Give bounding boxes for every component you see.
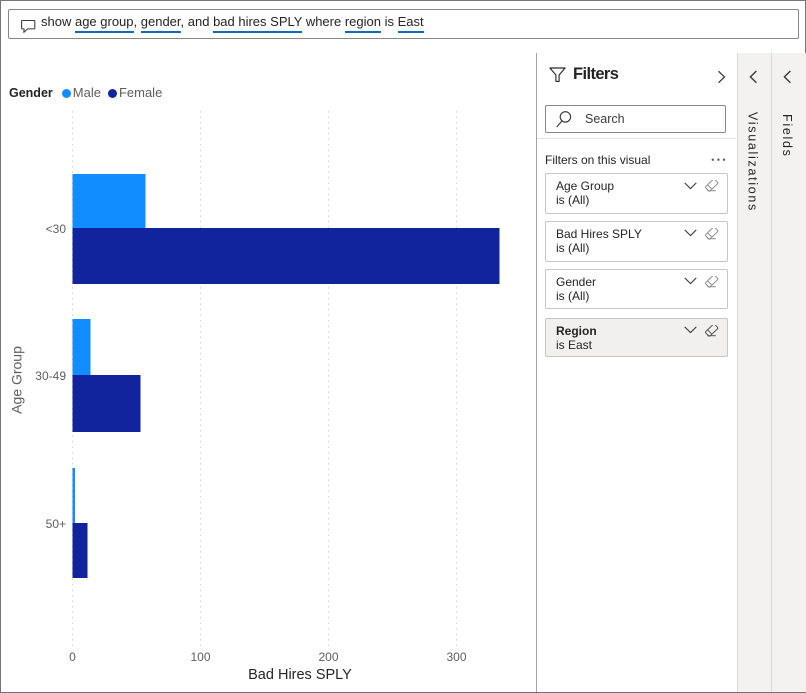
svg-text:Age Group: Age Group <box>9 346 25 414</box>
svg-text:50+: 50+ <box>46 517 66 531</box>
svg-text:0: 0 <box>69 650 76 664</box>
svg-text:Bad Hires SPLY: Bad Hires SPLY <box>248 667 352 683</box>
svg-text:200: 200 <box>318 650 338 664</box>
svg-text:100: 100 <box>190 650 210 664</box>
svg-text:300: 300 <box>446 650 466 664</box>
svg-text:30-49: 30-49 <box>35 369 66 383</box>
svg-text:<30: <30 <box>46 222 67 236</box>
